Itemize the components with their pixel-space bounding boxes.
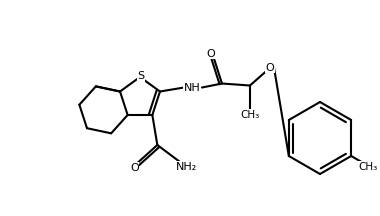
Text: O: O — [207, 49, 215, 59]
Text: NH: NH — [184, 83, 200, 92]
Text: O: O — [130, 163, 139, 173]
Text: S: S — [138, 71, 144, 81]
Text: CH₃: CH₃ — [240, 110, 260, 119]
Text: NH₂: NH₂ — [176, 162, 197, 172]
Text: O: O — [266, 62, 274, 73]
Text: CH₃: CH₃ — [358, 162, 378, 172]
